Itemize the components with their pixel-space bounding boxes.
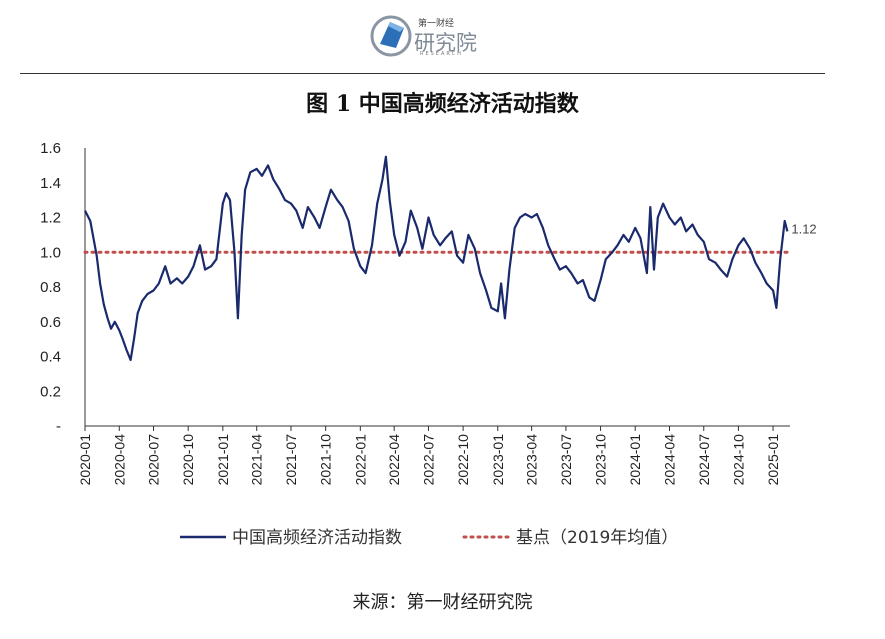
header-rule (20, 73, 825, 74)
x-tick-label: 2022-10 (455, 434, 471, 486)
x-axis: 2020-01 2020-04 2020-07 2020-10 2021-01 2021-… (77, 425, 790, 486)
x-tick-label: 2023-04 (524, 434, 540, 486)
x-tick-label: 2023-01 (490, 434, 506, 486)
series-layer: 1.12 (83, 155, 817, 362)
main-series-line (84, 155, 789, 362)
y-tick-label: 0.2 (40, 383, 61, 400)
x-tick-label: 2020-04 (111, 434, 127, 486)
x-tick-label: 2021-07 (283, 434, 299, 486)
y-tick-label: 0.8 (40, 279, 61, 296)
x-tick-label: 2024-10 (730, 434, 746, 486)
x-tick-label: 2025-01 (765, 434, 781, 486)
x-tick-label: 2022-01 (352, 434, 368, 486)
logo-sub-text: RESEARCH (420, 51, 463, 57)
y-tick-label: 0.4 (40, 349, 61, 366)
legend-label-main: 中国高频经济活动指数 (232, 528, 402, 548)
x-tick-label: 2022-04 (386, 434, 402, 486)
x-tick-label: 2020-01 (77, 434, 93, 486)
legend-label-baseline: 基点（2019年均值） (516, 528, 678, 548)
end-value-label: 1.12 (791, 221, 816, 236)
x-tick-label: 2024-01 (627, 434, 643, 486)
x-tick-label: 2023-07 (558, 434, 574, 486)
x-tick-label: 2023-10 (593, 434, 609, 486)
x-tick-label: 2024-07 (696, 434, 712, 486)
source-note: 来源：第一财经研究院 (352, 592, 533, 613)
y-tick-label: - (56, 418, 61, 435)
y-tick-label: 1.2 (40, 210, 61, 227)
y-tick-label: 1.0 (40, 244, 61, 261)
legend: 中国高频经济活动指数 基点（2019年均值） (180, 528, 678, 548)
logo-top-text: 第一财经 (418, 19, 455, 29)
y-tick-label: 1.4 (40, 175, 61, 192)
x-tick-label: 2021-10 (318, 434, 334, 486)
logo-main-text: 研究院 (414, 31, 477, 55)
logo-icon (370, 15, 412, 57)
x-tick-label: 2022-07 (420, 434, 436, 486)
x-tick-label: 2021-04 (249, 434, 265, 486)
x-tick-label: 2021-01 (215, 434, 231, 486)
y-axis: - 0.2 0.4 0.6 0.8 1.0 1.2 1.4 1.6 (40, 140, 86, 435)
x-tick-label: 2024-04 (661, 434, 677, 486)
x-tick-label: 2020-07 (146, 434, 162, 486)
y-tick-label: 0.6 (40, 314, 61, 331)
chart: - 0.2 0.4 0.6 0.8 1.0 1.2 1.4 1.6 2020-01 2020-04… (40, 140, 817, 548)
y-tick-label: 1.6 (40, 140, 61, 157)
chart-title: 图 1 中国高频经济活动指数 (306, 91, 579, 117)
logo: 第一财经 研究院 RESEARCH (370, 10, 490, 60)
x-tick-label: 2020-10 (180, 434, 196, 486)
